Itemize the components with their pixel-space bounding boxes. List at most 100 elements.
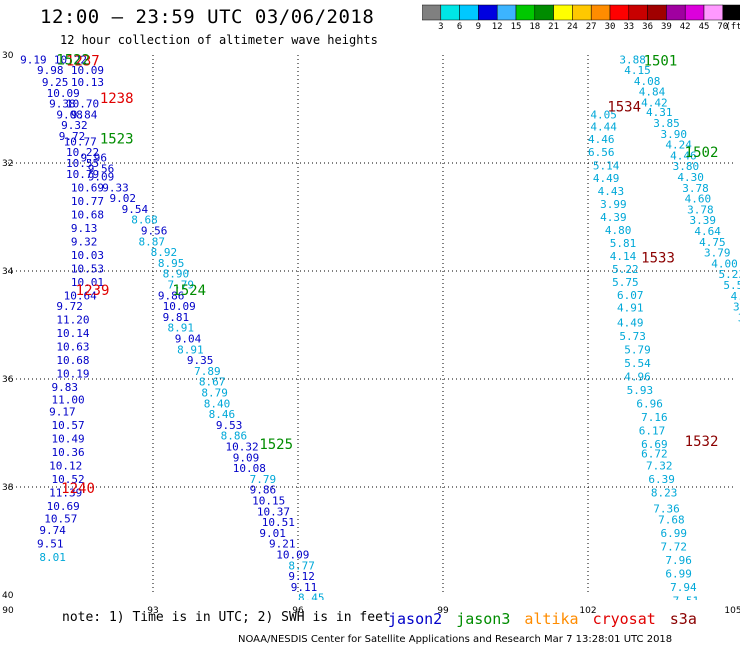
wave-height-value: 10.69 [71,181,104,194]
wave-height-value: 9.38 [49,98,75,111]
wave-height-value: 9.21 [269,538,296,551]
wave-height-value: 6.69 [641,438,668,451]
wave-height-value: 10.79 [66,168,99,181]
wave-height-value: 10.52 [52,473,85,486]
wave-height-value: 6.17 [639,424,666,437]
x-tick-label: 93 [147,606,158,616]
wave-height-value: 10.36 [52,446,85,459]
wave-height-value: 9.96 [81,152,108,165]
footer-note: note: 1) Time is in UTC; 2) SWH is in fe… [62,610,391,625]
scale-label: (ft) [725,22,740,32]
orbit-number-label: 1240 [61,481,95,497]
wave-height-value: 4.51 [731,290,740,303]
wave-height-value: 7.96 [665,554,692,567]
x-tick-label: 105 [724,606,740,616]
wave-height-value: 8.77 [288,559,315,572]
wave-height-value: 10.09 [71,64,104,77]
wave-height-value: 10.01 [71,276,104,289]
wave-height-value: 4.24 [665,139,692,152]
scale-label: 27 [585,22,597,32]
wave-height-value: 3.88 [619,53,646,66]
wave-height-value: 10.68 [56,354,89,367]
wave-height-value: 8.91 [168,322,195,335]
wave-height-value: 7.32 [646,459,673,472]
scale-label: 15 [510,22,522,32]
wave-height-value: 8.68 [131,214,158,227]
orbit-number-label: 1238 [100,91,134,107]
wave-height-value: 4.43 [598,185,625,198]
wave-height-value: 8.67 [199,376,226,389]
wave-height-value: 10.49 [52,432,85,445]
wave-height-value: 9.09 [233,451,260,464]
wave-height-value: 4.31 [646,106,673,119]
wave-height-value: 4.30 [677,171,704,184]
wave-height-value: 10.57 [44,512,77,525]
wave-height-value: 8.45 [298,592,325,605]
scale-label: 33 [623,22,635,32]
wave-height-value: 8.79 [201,387,228,400]
wave-height-value: 8.23 [651,486,678,499]
wave-height-value: 4.15 [624,64,651,77]
wave-height-value: 9.84 [71,108,98,121]
wave-height-value: 3.39 [690,214,717,227]
wave-height-value: 10.09 [163,300,196,313]
wave-height-value: 8.95 [158,257,185,270]
wave-height-value: 9.83 [52,381,79,394]
wave-height-value: 8.92 [151,246,178,259]
wave-height-value: 5.55 [723,279,740,292]
wave-height-value: 7.72 [661,540,688,553]
wave-height-value: 3.85 [653,117,680,130]
wave-height-value: 5.75 [612,276,639,289]
wave-height-value: 9.56 [141,225,168,238]
wave-height-value: 3.79 [704,247,731,260]
wave-height-value: 9.12 [288,570,315,583]
wave-height-value: 10.63 [56,341,89,354]
wave-height-value: 10.55 [66,157,99,170]
wave-height-value: 7.89 [194,365,221,378]
footer-credit: NOAA/NESDIS Center for Satellite Applica… [238,634,673,645]
page-title: 12:00 – 23:59 UTC 03/06/2018 [40,6,375,28]
scale-label: 42 [679,22,691,32]
wave-height-value: 8.40 [204,397,231,410]
wave-height-value: 10.08 [233,462,266,475]
wave-height-value: 5.73 [619,330,646,343]
wave-height-value: 4.39 [600,211,627,224]
y-tick-label: 38 [2,483,14,493]
wave-height-value: 4.42 [641,97,668,110]
y-tick-label: 36 [2,375,14,385]
wave-height-value: 4.46 [670,149,697,162]
wave-height-value: 9.13 [71,222,98,235]
orbit-number-label: 1525 [259,437,293,453]
orbit-number-label: 1532 [685,434,719,450]
wave-height-value: 8.46 [209,408,236,421]
orbit-number-label: 1524 [172,283,206,299]
wave-height-value: 3.80 [673,160,700,173]
wave-height-value: 10.32 [226,441,259,454]
scale-label: 39 [660,22,672,32]
wave-height-value: 4.64 [694,225,721,238]
orbit-number-label: 1523 [100,132,134,148]
wave-height-value: 8.90 [163,268,190,281]
wave-height-value: 5.93 [627,384,654,397]
wave-height-value: 6.96 [636,397,663,410]
satellite-legend-jason2: jason2 [388,610,443,628]
wave-height-value: 4.46 [588,133,615,146]
scale-label: 9 [475,22,482,32]
wave-height-value: 9.33 [102,181,129,194]
wave-height-value: 8.86 [221,430,248,443]
wave-height-value: 10.51 [262,516,295,529]
wave-height-value: 9.25 [42,76,68,89]
scale-label: 30 [604,22,616,32]
wave-height-value: 7.51 [673,594,700,607]
wave-height-value: 5.14 [593,160,620,173]
wave-height-value: 9.56 [88,162,115,175]
orbit-number-label: 1522 [56,52,90,68]
wave-height-value: 4.96 [624,370,651,383]
wave-height-value: 10.14 [56,327,89,340]
wave-height-value: 4.49 [593,172,620,185]
wave-height-value: 10.09 [276,549,309,562]
wave-height-value: 9.04 [175,333,202,346]
wave-height-value: 9.72 [59,130,86,143]
